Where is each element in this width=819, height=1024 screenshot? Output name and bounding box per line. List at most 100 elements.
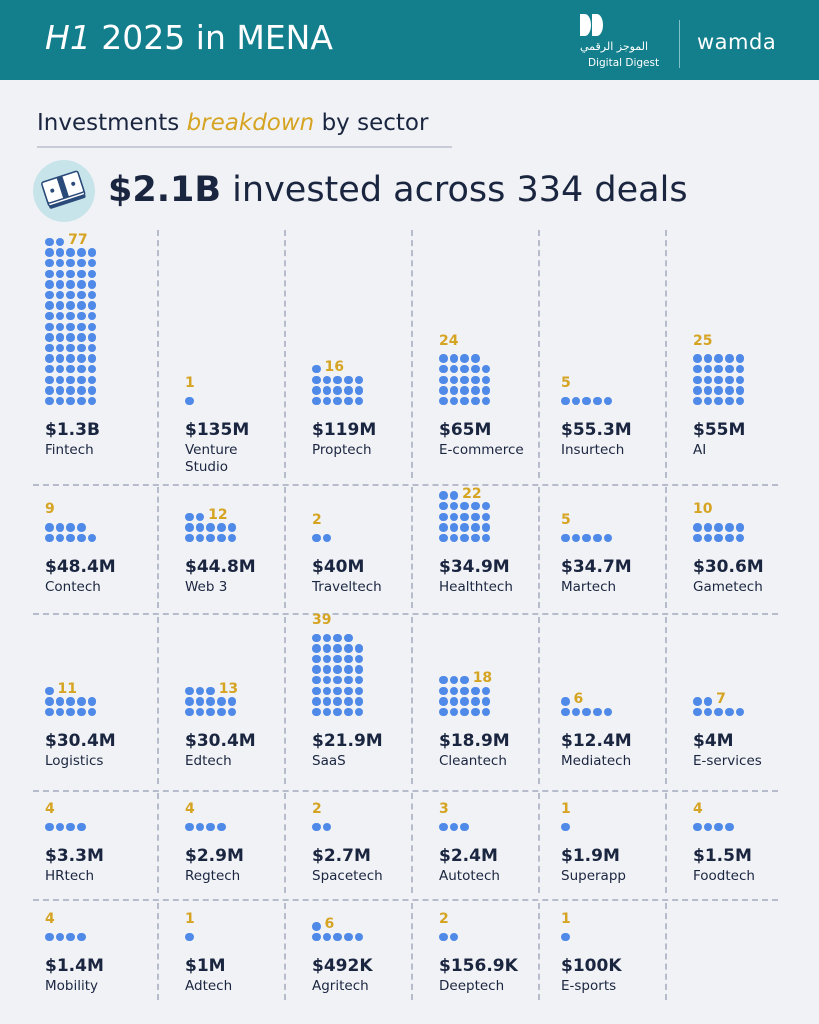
deal-count: 2: [312, 801, 322, 817]
deal-dot: [725, 386, 734, 395]
sector-label: Adtech: [185, 978, 233, 994]
deal-count: 4: [185, 801, 195, 817]
sector-amount: $100K: [561, 956, 622, 976]
deal-dot: [603, 533, 613, 543]
deal-dot: [460, 533, 469, 543]
deal-dot: [185, 396, 194, 406]
deal-dot: [66, 396, 75, 406]
column-divider: [284, 230, 286, 478]
deal-dot: [87, 386, 97, 395]
wamda-logo: wamda: [697, 30, 777, 54]
deal-dot: [460, 512, 469, 522]
deal-dot: [333, 686, 342, 696]
deal-dot: [87, 322, 97, 332]
deal-dot: [561, 932, 570, 942]
deal-dot: [217, 523, 226, 532]
deal-dot: [354, 644, 364, 653]
deal-dot: [77, 290, 86, 300]
deal-dot: [735, 396, 745, 406]
deal-dot: [481, 512, 491, 522]
column-divider: [284, 617, 286, 784]
deal-dot: [66, 822, 75, 832]
deal-count: 5: [561, 375, 571, 391]
deal-count: 2: [439, 911, 449, 927]
deal-dot: [77, 280, 86, 289]
deal-dot: [45, 375, 54, 385]
deal-dot: [333, 644, 342, 653]
deal-dot: [344, 375, 353, 385]
deal-count: 77: [68, 232, 88, 248]
deal-dot: [714, 396, 723, 406]
deal-dot: [449, 675, 459, 685]
deal-dot: [439, 375, 448, 385]
deal-dot: [593, 396, 602, 406]
deal-dot: [206, 523, 215, 532]
deal-dot: [55, 822, 65, 832]
deal-dot: [87, 280, 97, 289]
deal-dot: [66, 248, 75, 257]
sector-amount: $30.4M: [45, 731, 116, 751]
deal-dot: [45, 333, 54, 342]
deal-dot: [322, 386, 332, 395]
sector-label: Deeptech: [439, 978, 505, 994]
deal-dot: [66, 280, 75, 289]
deal-dot: [66, 322, 75, 332]
deal-dot: [77, 364, 86, 374]
deal-dot: [87, 248, 97, 257]
sector-amount: $2.7M: [312, 846, 371, 866]
deal-dot: [449, 512, 459, 522]
deal-dot: [439, 822, 448, 832]
deal-dot: [87, 396, 97, 406]
deal-dot: [460, 523, 469, 532]
sector-amount: $12.4M: [561, 731, 632, 751]
column-divider: [157, 903, 159, 1000]
sector-label: Web 3: [185, 579, 228, 595]
deal-dot: [471, 523, 480, 532]
deal-dot: [55, 932, 65, 942]
deal-dot: [703, 375, 713, 385]
deal-dot: [206, 697, 215, 706]
deal-dot: [45, 322, 54, 332]
deal-dot: [45, 697, 54, 706]
deal-dot: [460, 822, 469, 832]
sector-label: Superapp: [561, 868, 626, 884]
sector-amount: $135M: [185, 420, 250, 440]
deal-dot: [322, 533, 332, 543]
deal-dot: [87, 343, 97, 353]
sector-amount: $18.9M: [439, 731, 510, 751]
deal-dot: [55, 343, 65, 353]
deal-dot: [703, 364, 713, 374]
deal-dot: [439, 512, 448, 522]
deal-dot: [735, 375, 745, 385]
deal-dot: [582, 707, 591, 717]
deal-dot: [45, 707, 54, 717]
deal-dot: [693, 375, 702, 385]
deal-dot: [322, 633, 332, 643]
deal-count: 4: [45, 911, 55, 927]
deal-dot: [449, 523, 459, 532]
deal-dot: [703, 396, 713, 406]
deal-dot: [439, 354, 448, 363]
deal-dot: [439, 364, 448, 374]
deal-dot: [312, 665, 321, 674]
deal-dot: [77, 697, 86, 706]
deal-dot: [344, 686, 353, 696]
deal-count: 5: [561, 512, 571, 528]
deal-dot: [312, 396, 321, 406]
deal-dot: [481, 686, 491, 696]
deal-dot: [45, 237, 54, 247]
deal-dot: [703, 354, 713, 363]
deal-dot: [714, 375, 723, 385]
deal-dot: [439, 523, 448, 532]
deal-dot: [439, 386, 448, 395]
deal-dot: [77, 258, 86, 268]
deal-dot: [217, 707, 226, 717]
deal-dot: [449, 686, 459, 696]
deal-dot: [471, 686, 480, 696]
deal-dot: [312, 375, 321, 385]
sector-label: Martech: [561, 579, 617, 595]
column-divider: [411, 793, 413, 893]
deal-dot: [66, 523, 75, 532]
deal-dot: [344, 396, 353, 406]
deal-dot: [481, 697, 491, 706]
